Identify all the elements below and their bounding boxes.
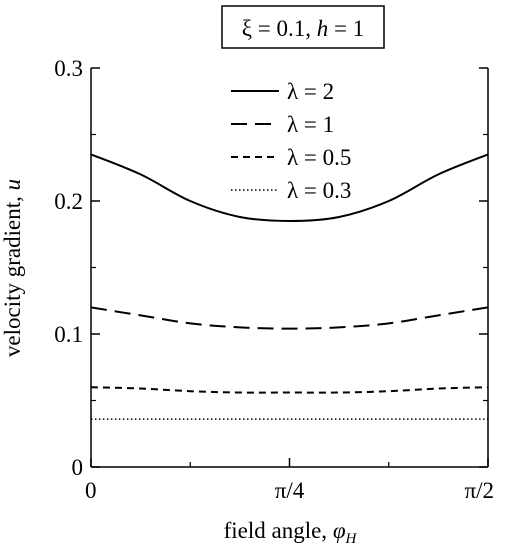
title-box: ξ = 0.1, h = 1 — [221, 5, 385, 49]
title-frame — [221, 5, 385, 49]
chart-title: ξ = 0.1, h = 1 — [242, 16, 364, 41]
x-tick-label: π/4 — [275, 478, 305, 503]
y-tick-label: 0.2 — [54, 189, 83, 214]
y-ticks: 0 0.1 0.2 0.3 — [54, 56, 488, 480]
y-tick-label: 0.1 — [54, 322, 83, 347]
legend-label: λ = 1 — [287, 112, 334, 137]
legend-label: λ = 0.3 — [287, 178, 351, 203]
legend: λ = 2 λ = 1 λ = 0.5 λ = 0.3 — [231, 79, 351, 203]
x-tick-label: π/2 — [464, 478, 494, 503]
y-tick-label: 0.3 — [54, 56, 83, 81]
series-line-3 — [90, 386, 489, 394]
legend-label: λ = 0.5 — [287, 145, 351, 170]
series-line-2 — [90, 306, 489, 330]
series-line-1 — [90, 153, 489, 222]
series-lines — [90, 153, 489, 420]
y-axis-label: velocity gradient, u — [0, 179, 25, 357]
legend-label: λ = 2 — [287, 79, 334, 104]
x-axis-label: field angle, φH — [224, 518, 358, 547]
y-tick-label: 0 — [72, 455, 84, 480]
x-tick-label: 0 — [85, 478, 97, 503]
x-ticks: 0 π/4 π/2 — [85, 458, 494, 503]
